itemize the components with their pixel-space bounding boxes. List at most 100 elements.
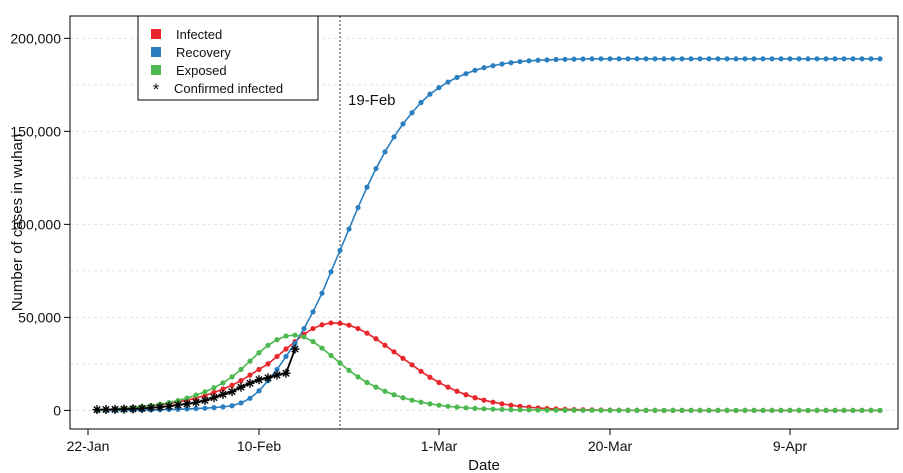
legend-box [137,15,319,101]
legend-label: Confirmed infected [174,81,283,96]
data-point [202,405,208,411]
data-point [211,385,217,391]
data-point [670,56,676,62]
data-point [292,340,298,347]
data-point [319,290,325,296]
data-point [227,387,237,397]
data-point [778,56,784,62]
data-point [238,400,244,406]
data-point [245,378,255,388]
y-tick-label: 200,000 [10,30,61,46]
data-point [598,407,604,413]
legend-swatch [151,47,161,57]
data-point [184,395,190,401]
data-point [364,184,370,190]
data-point [841,407,847,413]
data-point [272,370,282,380]
data-point [310,325,316,332]
series-confirmed-infected [92,344,300,415]
data-point [200,395,210,405]
data-point [119,404,129,414]
data-point [769,407,775,413]
data-point [193,405,199,412]
data-point [137,403,147,413]
data-point [670,407,676,413]
data-point [283,333,289,339]
data-point [184,406,190,412]
data-point [373,384,379,390]
data-point [535,407,541,413]
data-point [877,56,883,62]
data-point [868,56,874,62]
data-point [823,56,829,62]
data-point [814,407,820,413]
data-point [823,407,829,413]
legend-swatch [151,29,161,39]
data-point [173,400,183,410]
data-point [418,399,424,405]
data-point [427,401,433,407]
y-tick-label: 100,000 [10,216,61,232]
data-point [553,407,559,413]
data-point [128,404,138,414]
data-point [661,56,667,62]
x-tick-label: 22-Jan [67,438,110,454]
data-point [220,404,226,410]
data-point [724,407,730,413]
data-point [589,407,595,413]
data-point [805,56,811,62]
annotation-label: 19-Feb [348,92,396,109]
data-point [850,56,856,62]
data-point [193,392,199,398]
data-point [679,407,685,413]
data-point [526,407,532,413]
data-point [283,346,289,352]
data-point [274,337,280,343]
data-point [436,379,442,386]
data-point [517,58,523,65]
data-point [760,56,766,62]
data-point [580,407,586,413]
data-point [236,382,246,392]
data-point [463,405,469,411]
data-point [571,407,577,413]
data-point [355,205,361,211]
data-point [814,56,820,62]
data-point [310,338,316,345]
x-tick-label: 1-Mar [421,438,458,454]
data-point [256,366,262,373]
data-point [607,56,613,62]
data-point [463,392,469,398]
data-point [499,406,505,413]
data-point [265,342,271,348]
data-point [346,367,352,373]
y-tick-label: 0 [53,402,61,418]
data-point [724,56,730,62]
data-point [110,404,120,414]
data-point [544,57,550,63]
data-point [571,56,577,62]
data-point [841,56,847,62]
data-point [877,407,883,413]
legend-marker-asterisk: * [153,80,160,99]
data-point [328,269,334,275]
data-point [679,56,685,62]
data-point [625,56,631,62]
data-point [220,380,226,386]
data-point [787,407,793,413]
data-point [301,334,307,340]
data-point [155,402,165,412]
legend-label: Exposed [176,63,227,78]
data-point [805,407,811,413]
data-point [409,362,415,368]
x-tick-label: 10-Feb [237,438,282,454]
data-point [796,407,802,413]
x-axis-title: Date [468,457,500,473]
data-point [164,401,174,411]
data-point [454,404,460,410]
data-point [229,403,235,409]
data-point [634,407,640,413]
data-point [328,352,334,359]
